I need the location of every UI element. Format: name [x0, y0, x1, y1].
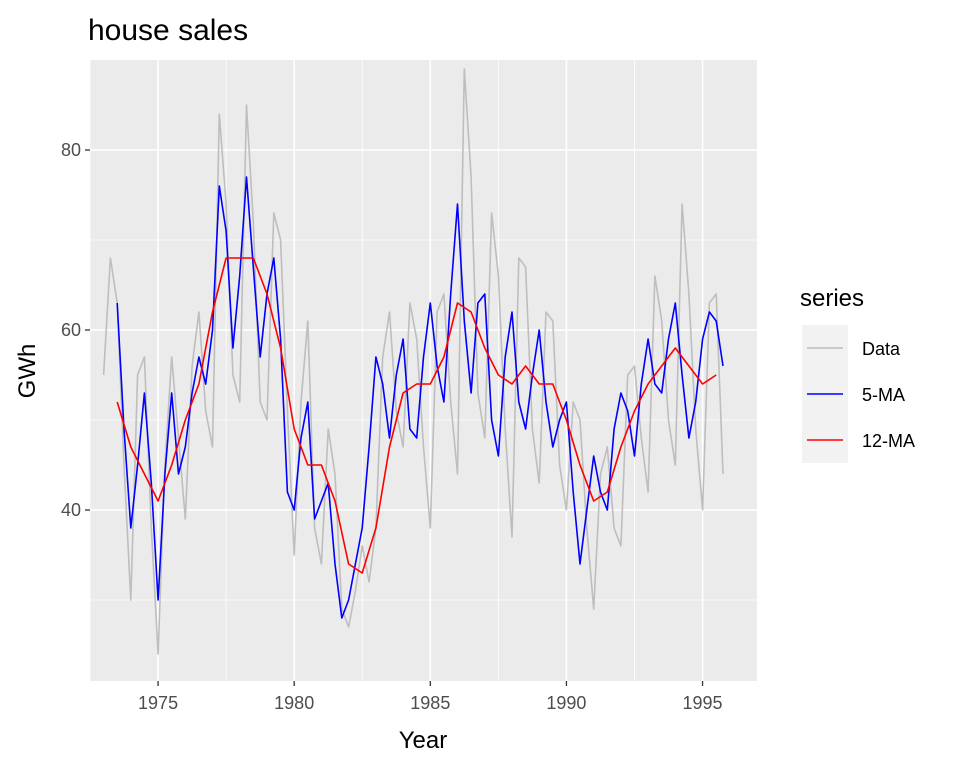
- x-axis: 1975 1980 1985 1990 1995: [138, 681, 723, 713]
- legend-label-5-ma: 5-MA: [862, 385, 905, 405]
- y-axis: 40 60 80: [61, 140, 90, 520]
- x-tick-label: 1995: [683, 693, 723, 713]
- y-tick-label: 60: [61, 320, 81, 340]
- series-line-data: [102, 68, 724, 655]
- y-tick-label: 80: [61, 140, 81, 160]
- y-axis-title: GWh: [14, 344, 41, 399]
- series-line-5-ma: [116, 176, 724, 619]
- legend-label-12-ma: 12-MA: [862, 431, 915, 451]
- x-axis-title: Year: [399, 727, 448, 754]
- chart-title: house sales: [88, 14, 248, 47]
- legend: series Data 5-MA 12-MA: [800, 285, 915, 463]
- legend-label-data: Data: [862, 339, 901, 359]
- x-tick-label: 1975: [138, 693, 178, 713]
- legend-items: Data 5-MA 12-MA: [802, 325, 915, 463]
- x-tick-label: 1990: [546, 693, 586, 713]
- major-grid: [90, 60, 757, 681]
- series-layer: [102, 68, 724, 655]
- series-line-12-ma: [116, 257, 717, 574]
- y-tick-label: 40: [61, 500, 81, 520]
- x-tick-label: 1985: [410, 693, 450, 713]
- x-tick-label: 1980: [274, 693, 314, 713]
- legend-title: series: [800, 285, 864, 312]
- plot-panel: [90, 60, 757, 681]
